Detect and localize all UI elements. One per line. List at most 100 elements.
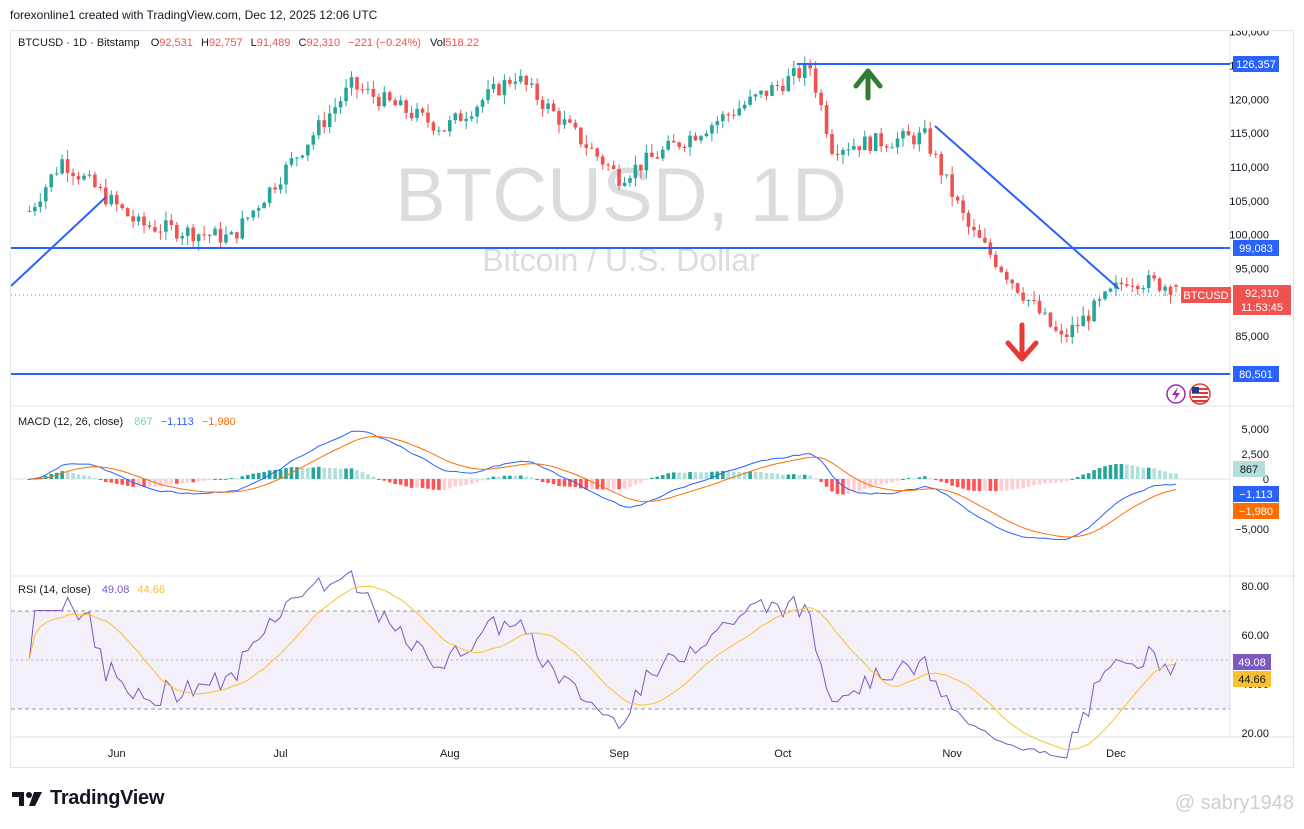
macd-hist-bar: [791, 474, 796, 479]
candle-body: [857, 146, 862, 151]
macd-hist-bar: [650, 477, 654, 479]
macd-hist-bar: [333, 468, 337, 479]
candle-body: [682, 146, 687, 148]
macd-hist-bar: [125, 479, 130, 486]
chart-frame[interactable]: BTCUSD, 1D Bitcoin / U.S. Dollar BTCUSD: [10, 27, 1295, 769]
macd-hist-bar: [721, 470, 725, 479]
rising-trendline[interactable]: [10, 196, 107, 287]
macd-hist-bar: [437, 479, 441, 491]
candle-body: [824, 105, 829, 134]
event-lightning-icon[interactable]: [1166, 384, 1186, 404]
watermark-title: BTCUSD, 1D: [395, 153, 847, 238]
macd-hist-bar: [895, 479, 900, 481]
candle-body: [813, 68, 818, 93]
candle-body: [917, 132, 922, 145]
candle-body: [983, 237, 987, 243]
tag-macd-hist: 867: [1233, 461, 1265, 477]
candle-body: [497, 84, 501, 96]
macd-hist-bar: [764, 472, 769, 479]
macd-hist-bar: [655, 476, 660, 479]
price-tick-label: 105,000: [1229, 196, 1269, 208]
macd-hist-bar: [185, 479, 190, 483]
candle-body: [906, 131, 911, 136]
macd-axis[interactable]: 5,000 2,500 0 −5,000: [1235, 424, 1269, 536]
candle-body: [114, 194, 119, 205]
time-tick-label: Aug: [440, 748, 460, 760]
candle-body: [218, 228, 223, 243]
macd-hist-bar: [355, 470, 359, 479]
macd-hist-bar: [589, 479, 594, 490]
falling-trendline[interactable]: [934, 125, 1120, 290]
macd-hist-bar: [901, 478, 905, 480]
us-flag-icon[interactable]: [1189, 383, 1211, 405]
candle-body: [617, 168, 621, 186]
macd-hist-bar: [76, 474, 81, 479]
svg-text:−1,113: −1,113: [1239, 489, 1272, 501]
macd-hist-bar: [387, 479, 392, 483]
macd-hist-bar: [830, 479, 834, 492]
macd-hist-bar: [852, 479, 856, 493]
macd-hist-bar: [235, 478, 239, 480]
macd-hist-bar: [677, 472, 681, 479]
candle-body: [71, 172, 75, 177]
price-tick-label: 110,000: [1230, 162, 1269, 174]
macd-hist-bar: [1125, 464, 1129, 479]
candle-body: [972, 226, 976, 231]
macd-hist-bar: [906, 478, 911, 480]
macd-hist-bar: [213, 478, 217, 480]
candle-body: [628, 178, 632, 183]
price-tick-label: 115,000: [1230, 128, 1269, 140]
candle-body: [535, 83, 539, 100]
signal-line: [29, 436, 1177, 538]
candle-body: [207, 234, 212, 236]
rsi-tick-label: 60.00: [1241, 630, 1269, 642]
macd-hist-bar: [114, 479, 119, 484]
macd-hist-bar: [1081, 474, 1085, 479]
macd-hist-bar: [338, 468, 343, 479]
time-tick-label: Nov: [942, 748, 962, 760]
macd-hist-bar: [917, 477, 922, 479]
macd-hist-bar: [600, 479, 605, 490]
candle-body: [464, 118, 468, 122]
macd-hist-bar: [726, 471, 731, 479]
macd-hist-bar: [71, 472, 75, 479]
chart-attribution-header: forexonline1 created with TradingView.co…: [10, 8, 378, 22]
candle-body: [835, 153, 840, 155]
macd-hist-bar: [480, 479, 485, 481]
macd-tick-label: 5,000: [1241, 424, 1269, 436]
time-tick-label: Oct: [774, 748, 791, 760]
candle-body: [306, 144, 310, 156]
candle-body: [289, 158, 294, 165]
svg-text:92,310: 92,310: [1245, 288, 1279, 300]
tradingview-logo[interactable]: TradingView: [12, 787, 164, 810]
candle-body: [398, 100, 403, 106]
macd-hist-bar: [87, 476, 92, 479]
candle-body: [633, 164, 638, 179]
candle-body: [513, 81, 518, 84]
candle-body: [316, 120, 321, 136]
candle-body: [688, 135, 692, 148]
svg-text:11:53:45: 11:53:45: [1241, 302, 1283, 314]
candle-body: [999, 266, 1004, 272]
candle-body: [584, 144, 589, 148]
tag-level-high: 126,357: [1233, 56, 1279, 72]
macd-hist-bar: [770, 472, 774, 479]
macd-hist-bar: [278, 469, 283, 479]
tradingview-wordmark: TradingView: [50, 787, 165, 809]
candle-body: [977, 230, 982, 238]
svg-text:44.66: 44.66: [1238, 674, 1266, 686]
macd-hist-bar: [884, 479, 889, 484]
candle-body: [1043, 312, 1047, 314]
time-axis[interactable]: Jun Jul Aug Sep Oct Nov Dec: [108, 748, 1126, 760]
macd-hist-bar: [513, 475, 518, 479]
candle-body: [415, 108, 419, 119]
macd-hist-bar: [65, 471, 70, 479]
chart-svg[interactable]: BTCUSD, 1D Bitcoin / U.S. Dollar BTCUSD: [10, 27, 1295, 769]
candle-body: [229, 232, 234, 235]
candle-body: [764, 90, 769, 96]
candle-body: [256, 208, 261, 211]
macd-hist-bar: [846, 479, 851, 494]
price-tick-label: 95,000: [1235, 264, 1269, 276]
candle-body: [54, 173, 59, 175]
macd-hist-bar: [1086, 473, 1091, 479]
